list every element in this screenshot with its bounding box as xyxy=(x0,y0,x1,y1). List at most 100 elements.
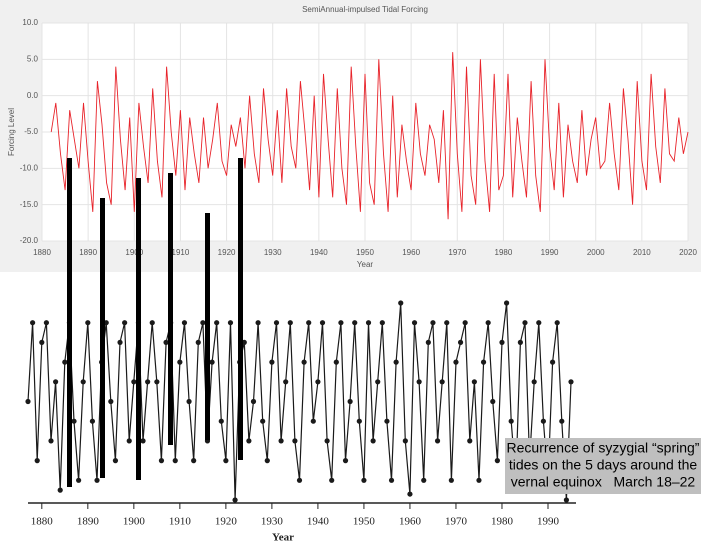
x-tick-label: 1960 xyxy=(399,516,422,528)
data-point xyxy=(25,398,31,405)
data-point xyxy=(149,320,155,326)
y-tick-label: -15.0 xyxy=(20,200,39,209)
data-point xyxy=(30,320,36,326)
data-point xyxy=(467,438,473,444)
data-point xyxy=(250,398,257,405)
x-tick-label: 1890 xyxy=(79,248,97,257)
y-tick-label: 5.0 xyxy=(27,54,39,63)
data-point xyxy=(540,418,546,424)
data-point xyxy=(462,320,468,326)
y-tick-label: -20.0 xyxy=(20,236,39,245)
data-point xyxy=(365,320,372,326)
data-point xyxy=(430,320,436,326)
x-tick-label: 1990 xyxy=(537,516,560,528)
data-point xyxy=(223,458,229,464)
data-point xyxy=(563,497,569,503)
data-point xyxy=(301,359,307,365)
data-point xyxy=(177,359,183,365)
data-point xyxy=(310,418,316,424)
data-point xyxy=(347,398,353,405)
data-point xyxy=(333,359,339,365)
x-tick-label: 1980 xyxy=(495,248,513,257)
data-point xyxy=(264,458,270,464)
data-point xyxy=(94,477,100,483)
data-point xyxy=(531,379,537,385)
data-point xyxy=(425,339,431,345)
data-point xyxy=(287,320,293,326)
annotation-line: Recurrence of syzygial “spring” xyxy=(507,440,700,456)
data-point xyxy=(76,477,82,483)
connector-bar xyxy=(238,158,243,460)
data-point xyxy=(163,339,169,345)
data-point xyxy=(338,320,344,326)
data-point xyxy=(471,379,477,385)
data-point xyxy=(126,438,132,444)
data-point xyxy=(379,320,385,326)
data-point xyxy=(296,477,303,483)
data-point xyxy=(490,398,496,405)
data-point xyxy=(158,458,165,464)
bottom-chart: 1880 1890 1900 1910 1920 1930 1940 1950 1960 1970… xyxy=(25,300,576,528)
x-tick-label: 1940 xyxy=(307,516,330,528)
annotation-line: tides on the 5 days around the xyxy=(509,457,698,473)
x-tick-label: 2000 xyxy=(587,248,605,257)
connector-bar xyxy=(67,158,72,487)
data-point xyxy=(71,418,77,424)
data-point xyxy=(444,320,450,326)
data-point xyxy=(559,418,565,424)
data-point xyxy=(549,359,556,365)
data-point xyxy=(319,320,326,326)
data-point xyxy=(393,359,399,365)
data-point xyxy=(398,300,404,306)
data-point xyxy=(34,458,40,464)
annotation-box xyxy=(505,438,701,494)
x-tick-label: 1960 xyxy=(402,248,420,257)
data-point xyxy=(172,458,178,464)
data-point xyxy=(255,320,261,326)
data-point xyxy=(448,477,454,483)
data-point xyxy=(227,320,234,326)
data-point xyxy=(342,458,349,464)
x-tick-label: 1980 xyxy=(491,516,514,528)
data-point xyxy=(43,320,50,326)
x-tick-label: 1990 xyxy=(541,248,559,257)
data-point xyxy=(306,320,312,326)
y-tick-label: 0.0 xyxy=(27,91,39,100)
data-line xyxy=(50,52,689,220)
x-tick-label: 1920 xyxy=(218,248,236,257)
data-point xyxy=(494,458,500,464)
data-point xyxy=(457,339,464,345)
top-chart: 10.0 5.0 0.0 -5.0 -10.0 -15.0 -20.0 1880 1890 190… xyxy=(20,18,698,257)
data-point xyxy=(434,438,441,444)
data-point xyxy=(140,438,146,444)
data-point xyxy=(568,379,574,385)
data-point xyxy=(283,379,289,385)
x-axis-label: Year xyxy=(357,260,374,269)
x-tick-label: 1890 xyxy=(77,516,100,528)
x-tick-label: 1900 xyxy=(123,516,146,528)
data-point xyxy=(361,477,367,483)
data-point xyxy=(370,438,376,444)
data-point xyxy=(329,477,335,483)
data-point xyxy=(508,418,514,424)
y-axis-label: Forcing Level xyxy=(7,108,16,156)
data-point xyxy=(246,438,252,444)
data-point xyxy=(80,379,86,385)
data-point xyxy=(191,458,197,464)
y-tick-label: 10.0 xyxy=(22,18,38,27)
data-point xyxy=(200,320,206,326)
annotation-line: vernal equinox March 18–22 xyxy=(511,474,696,490)
data-point xyxy=(214,320,220,326)
data-point xyxy=(131,379,137,385)
data-point xyxy=(218,418,224,424)
connector-bar xyxy=(100,198,105,478)
data-point xyxy=(453,359,459,365)
data-point xyxy=(503,300,510,306)
x-tick-label: 1900 xyxy=(125,248,143,257)
data-point xyxy=(324,438,330,444)
data-point xyxy=(480,359,487,365)
x-tick-label: 1950 xyxy=(356,248,374,257)
x-tick-label: 1910 xyxy=(172,248,190,257)
x-tick-label: 1970 xyxy=(448,248,466,257)
x-tick-label: 1880 xyxy=(33,248,51,257)
